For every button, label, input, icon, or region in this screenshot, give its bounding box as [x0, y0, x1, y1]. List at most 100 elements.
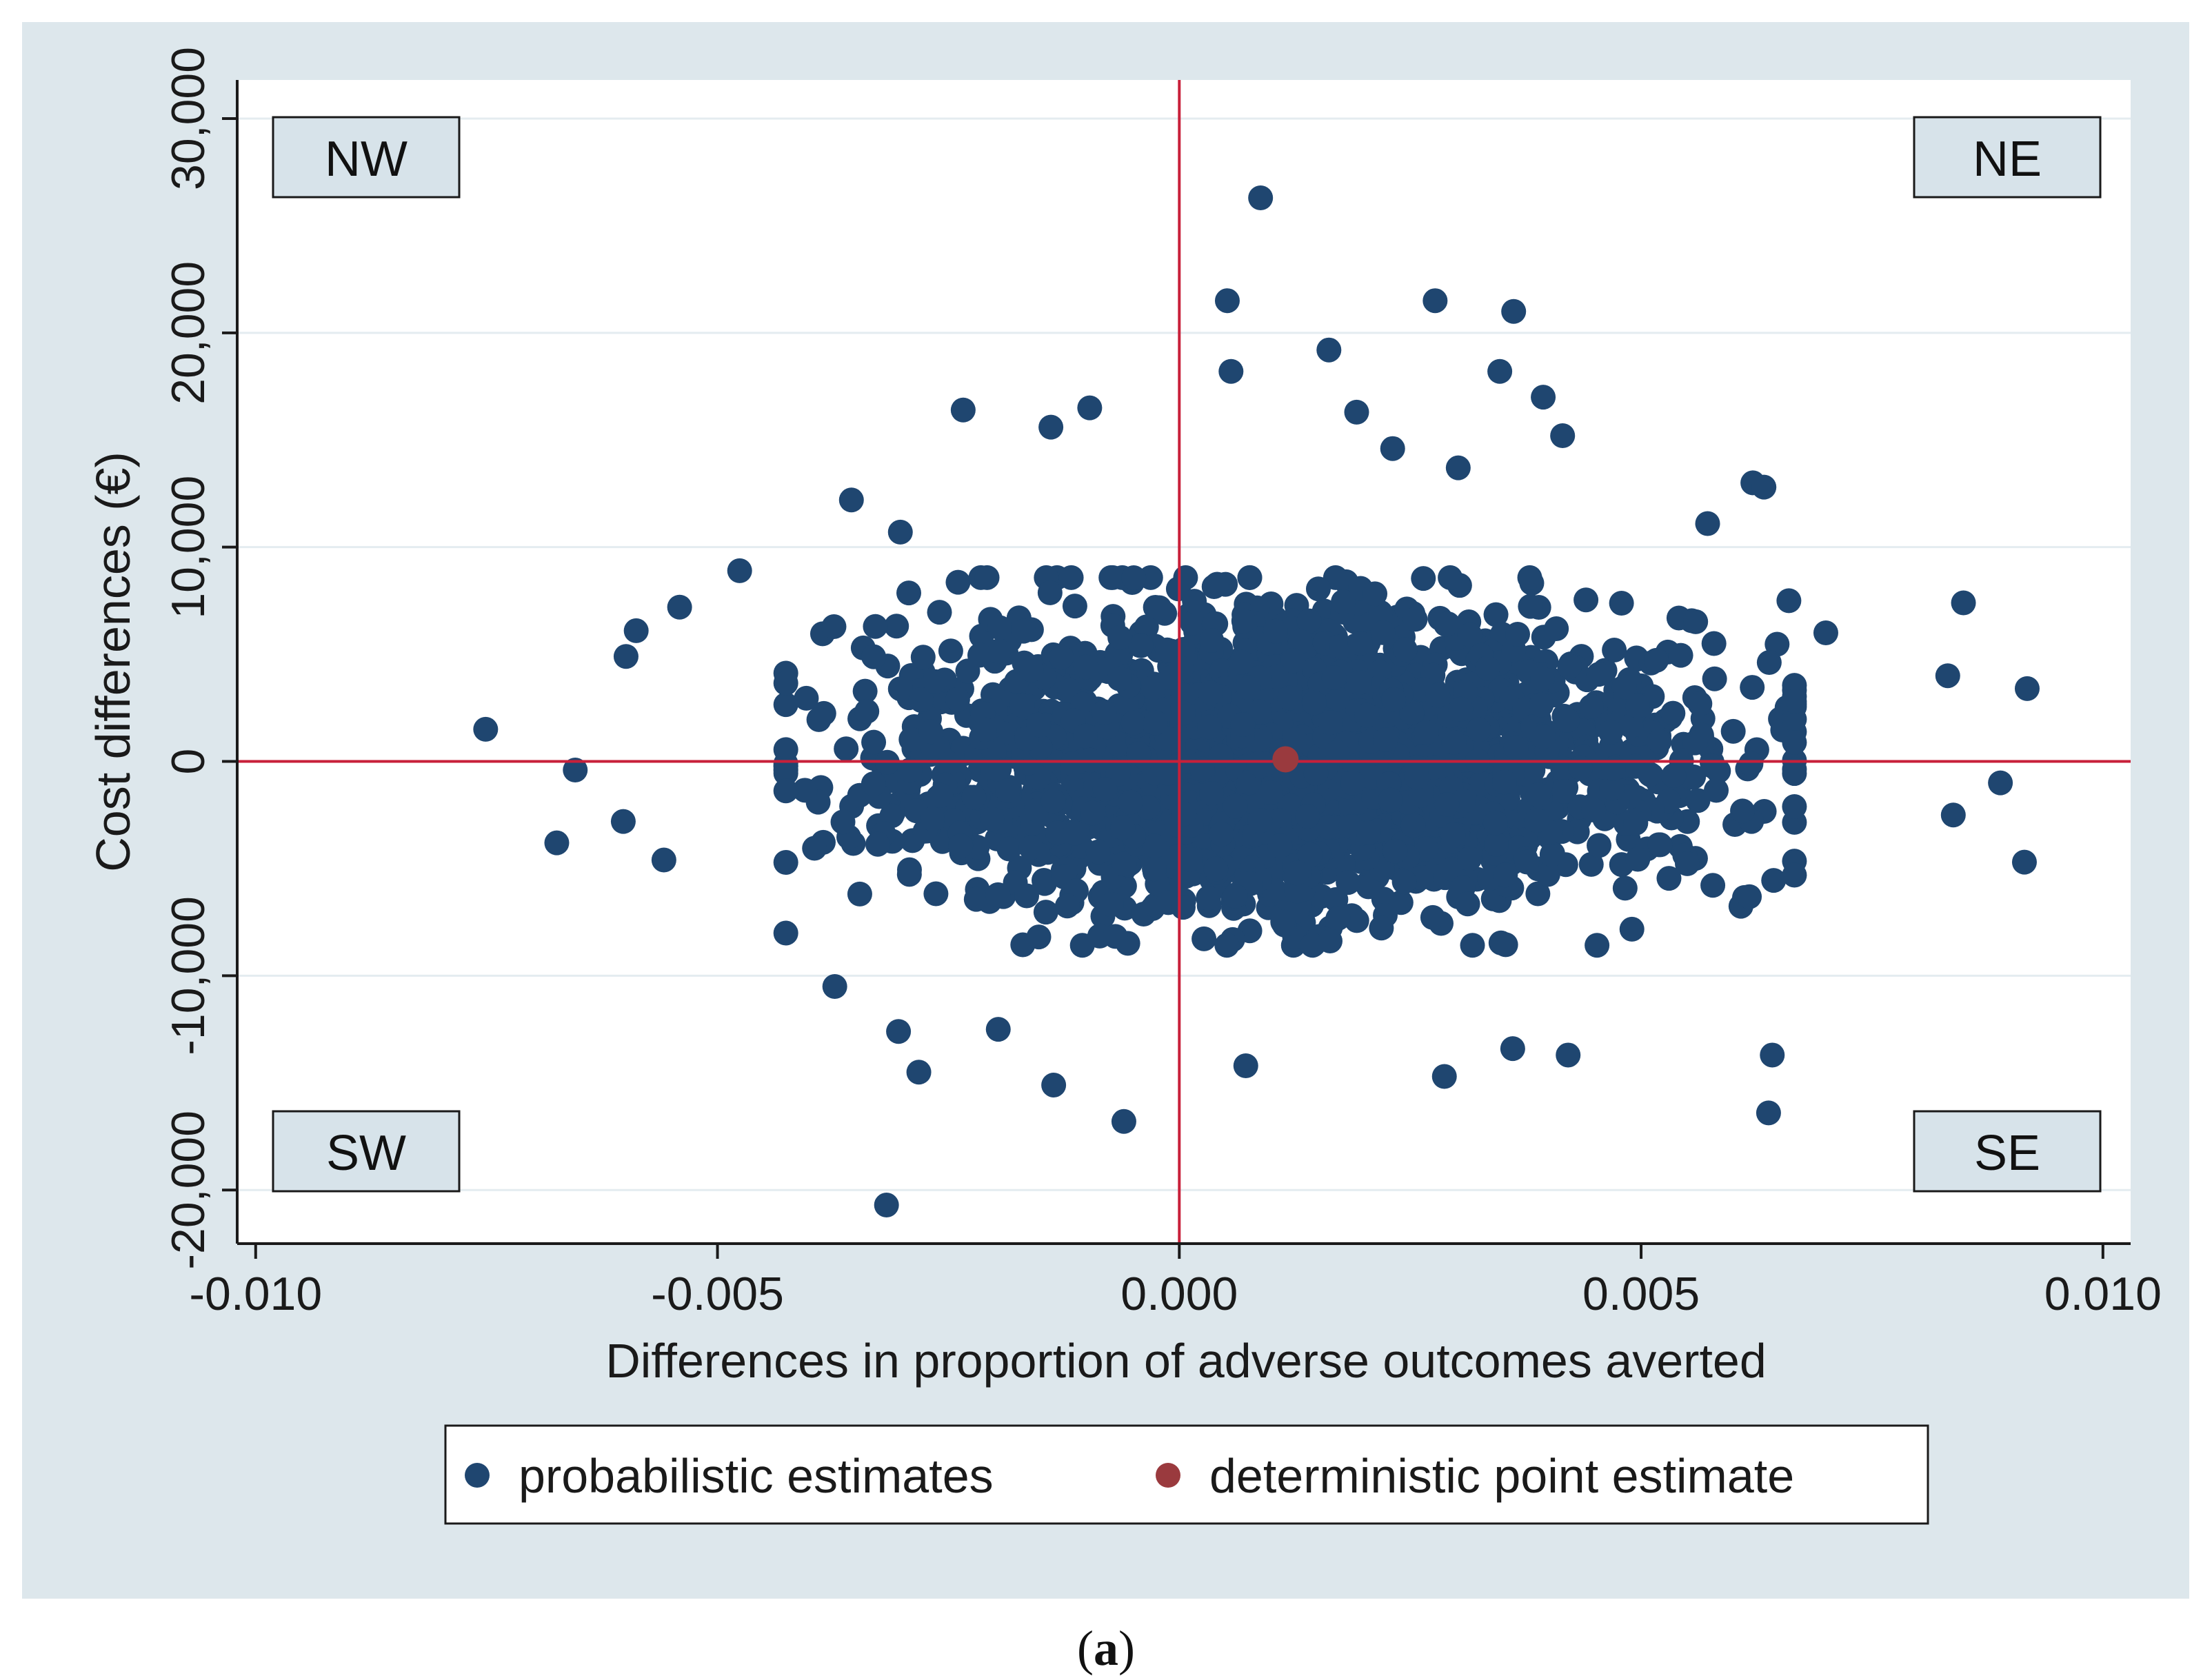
probabilistic-point	[1295, 804, 1320, 829]
legend-swatch-deterministic	[1156, 1463, 1180, 1488]
probabilistic-point	[830, 809, 856, 835]
probabilistic-point	[773, 692, 798, 718]
probabilistic-point	[1525, 782, 1551, 807]
probabilistic-point	[1126, 741, 1152, 767]
probabilistic-point	[773, 920, 798, 946]
probabilistic-point	[1704, 778, 1729, 803]
probabilistic-point	[1223, 793, 1248, 819]
probabilistic-point	[1700, 873, 1726, 898]
probabilistic-point	[1223, 884, 1248, 909]
probabilistic-point	[1411, 566, 1436, 591]
probabilistic-point	[1625, 847, 1651, 872]
probabilistic-point	[1420, 904, 1445, 930]
quadrant-sw: SW	[272, 1110, 461, 1193]
probabilistic-point	[1098, 892, 1124, 918]
probabilistic-point	[884, 614, 909, 639]
probabilistic-point	[897, 758, 923, 783]
probabilistic-point	[773, 758, 798, 783]
probabilistic-point	[1077, 395, 1103, 421]
probabilistic-point	[1647, 832, 1673, 858]
probabilistic-point	[1264, 664, 1289, 689]
probabilistic-point	[963, 887, 989, 912]
probabilistic-point	[1142, 833, 1167, 858]
y-tick-label: 0	[162, 749, 214, 775]
probabilistic-point	[1951, 590, 1976, 616]
probabilistic-point	[1701, 631, 1727, 656]
probabilistic-point	[861, 771, 886, 796]
probabilistic-point	[1325, 740, 1350, 765]
probabilistic-point	[1171, 801, 1196, 827]
probabilistic-point	[1529, 692, 1554, 718]
probabilistic-point	[1644, 647, 1669, 673]
probabilistic-point	[1298, 842, 1323, 868]
probabilistic-point	[896, 580, 922, 606]
probabilistic-point	[1199, 781, 1225, 807]
probabilistic-point	[1296, 608, 1322, 634]
probabilistic-point	[1751, 474, 1777, 500]
probabilistic-point	[1231, 608, 1256, 634]
probabilistic-point	[1325, 906, 1351, 931]
probabilistic-point	[1578, 694, 1604, 719]
quadrant-ne-label: NE	[1973, 132, 2042, 187]
probabilistic-point	[1321, 665, 1347, 690]
probabilistic-point	[1180, 610, 1205, 636]
probabilistic-point	[1433, 611, 1458, 637]
probabilistic-point	[1668, 642, 1693, 668]
quadrant-nw: NW	[272, 116, 461, 199]
probabilistic-point	[822, 973, 847, 999]
probabilistic-point	[1501, 298, 1527, 324]
probabilistic-point	[1107, 625, 1133, 650]
probabilistic-point	[1214, 933, 1240, 958]
probabilistic-point	[1740, 675, 1765, 700]
probabilistic-point	[1695, 511, 1720, 536]
probabilistic-point	[1118, 789, 1143, 815]
probabilistic-point	[1284, 860, 1309, 886]
probabilistic-point	[792, 778, 818, 803]
probabilistic-point	[896, 862, 922, 887]
probabilistic-point	[613, 644, 639, 669]
probabilistic-point	[1434, 792, 1460, 818]
probabilistic-point	[1267, 833, 1293, 858]
probabilistic-point	[1551, 778, 1577, 804]
probabilistic-point	[1391, 869, 1417, 895]
probabilistic-point	[1525, 881, 1551, 907]
probabilistic-point	[1550, 423, 1576, 449]
probabilistic-point	[1382, 838, 1408, 864]
probabilistic-point	[1233, 1053, 1258, 1078]
probabilistic-point	[794, 685, 819, 711]
caption-letter: a	[1094, 1621, 1118, 1676]
probabilistic-point	[1431, 1064, 1457, 1089]
probabilistic-point	[544, 830, 570, 856]
probabilistic-point	[1026, 712, 1052, 738]
probabilistic-point	[1556, 1042, 1581, 1068]
probabilistic-point	[1685, 788, 1711, 813]
probabilistic-point	[928, 782, 954, 808]
probabilistic-point	[910, 645, 936, 670]
probabilistic-point	[1011, 618, 1036, 644]
probabilistic-point	[1009, 693, 1035, 718]
probabilistic-point	[623, 618, 649, 643]
probabilistic-point	[1587, 833, 1612, 858]
probabilistic-point	[1600, 756, 1626, 781]
probabilistic-point	[1356, 820, 1381, 845]
probabilistic-point	[967, 642, 992, 668]
probabilistic-point	[1647, 729, 1672, 754]
probabilistic-point	[1080, 800, 1105, 826]
probabilistic-point	[1378, 787, 1403, 813]
x-tick-label: 0.010	[2044, 1268, 2162, 1320]
probabilistic-point	[923, 881, 949, 907]
probabilistic-point	[1445, 455, 1471, 480]
probabilistic-point	[1625, 693, 1650, 718]
probabilistic-point	[920, 806, 945, 831]
probabilistic-point	[1062, 594, 1087, 619]
probabilistic-point	[996, 836, 1022, 862]
probabilistic-point	[838, 487, 864, 513]
probabilistic-point	[1518, 594, 1543, 619]
probabilistic-point	[1813, 620, 1838, 646]
probabilistic-point	[1199, 628, 1225, 654]
probabilistic-point	[1182, 589, 1207, 614]
probabilistic-point	[1325, 687, 1350, 712]
probabilistic-point	[1192, 926, 1217, 951]
probabilistic-point	[1041, 1072, 1067, 1097]
probabilistic-point	[1246, 751, 1271, 776]
